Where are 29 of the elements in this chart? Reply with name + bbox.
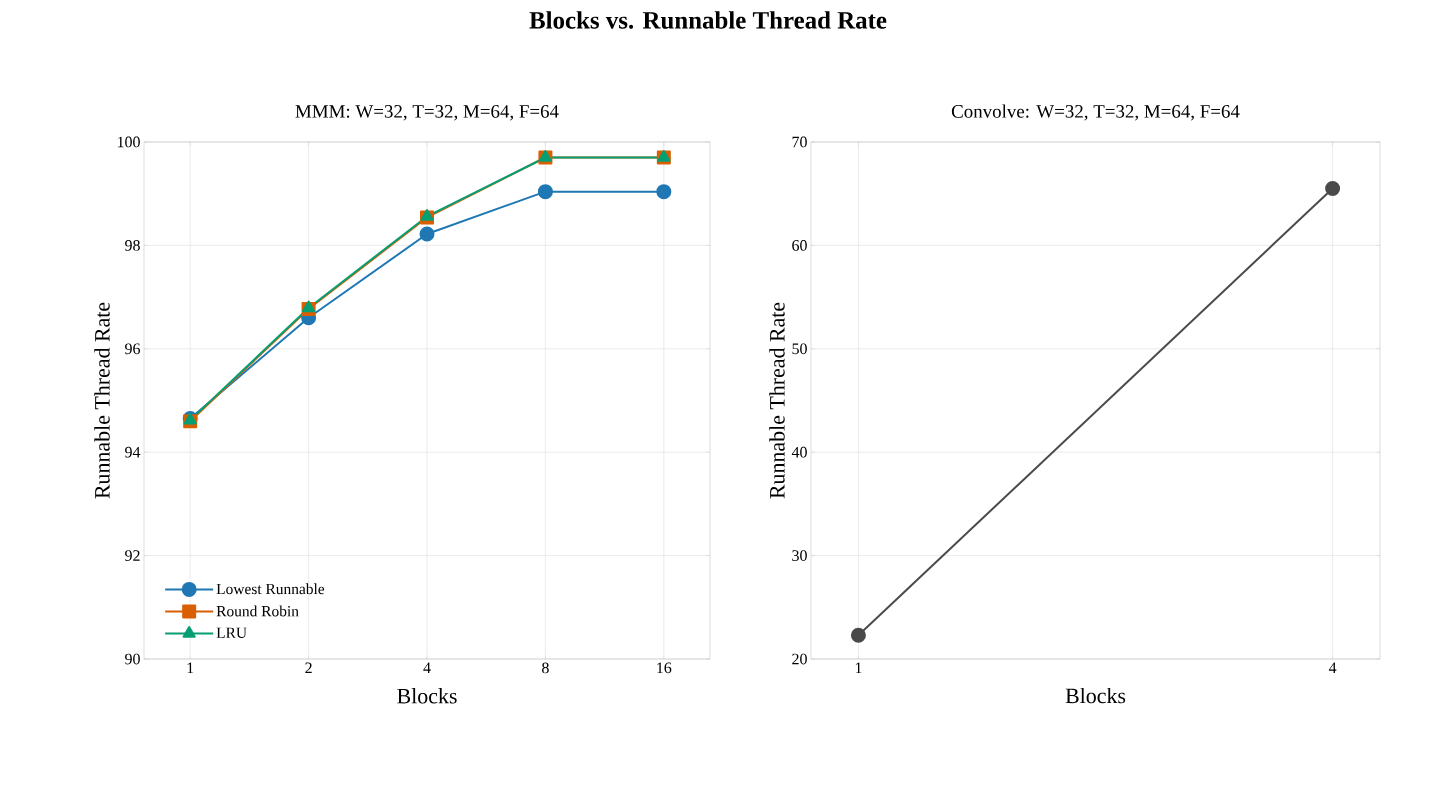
chart-subtitle: MMM: W=32, T=32, M=64, F=64 — [295, 105, 559, 121]
legend-label: LRU — [216, 627, 247, 638]
y-axis-title: Runnable Thread Rate — [769, 302, 785, 499]
x-axis-title: Blocks — [397, 688, 457, 704]
y-tick-label: 70 — [792, 136, 807, 148]
y-tick-label: 40 — [791, 446, 807, 458]
x-tick-label: 2 — [305, 662, 312, 674]
chart-title: Blocks vs. Runnable Thread Rate — [529, 11, 887, 29]
y-tick-label: 90 — [125, 653, 140, 665]
y-tick-label: 94 — [125, 446, 141, 458]
chart-subtitle: Convolve: W=32, T=32, M=64, F=64 — [951, 104, 1240, 121]
y-axis-title: Runnable Thread Rate — [94, 302, 110, 499]
x-tick-label: 1 — [855, 662, 862, 674]
y-tick-label: 20 — [792, 653, 807, 665]
y-tick-label: 100 — [117, 136, 140, 148]
y-tick-label: 92 — [125, 550, 140, 561]
y-tick-label: 50 — [792, 343, 807, 355]
x-tick-label: 1 — [187, 662, 194, 674]
y-tick-label: 30 — [792, 550, 807, 561]
x-tick-label: 8 — [542, 662, 549, 674]
x-tick-label: 4 — [1328, 662, 1337, 674]
y-tick-label: 98 — [125, 240, 140, 251]
legend-label: Round Robin — [216, 605, 299, 617]
x-tick-label: 16 — [657, 662, 672, 674]
legend-label: Lowest Runnable — [216, 583, 325, 595]
y-tick-label: 60 — [792, 240, 807, 251]
y-tick-label: 96 — [125, 343, 141, 355]
x-axis-title: Blocks — [1065, 687, 1126, 704]
x-tick-label: 4 — [423, 662, 431, 674]
